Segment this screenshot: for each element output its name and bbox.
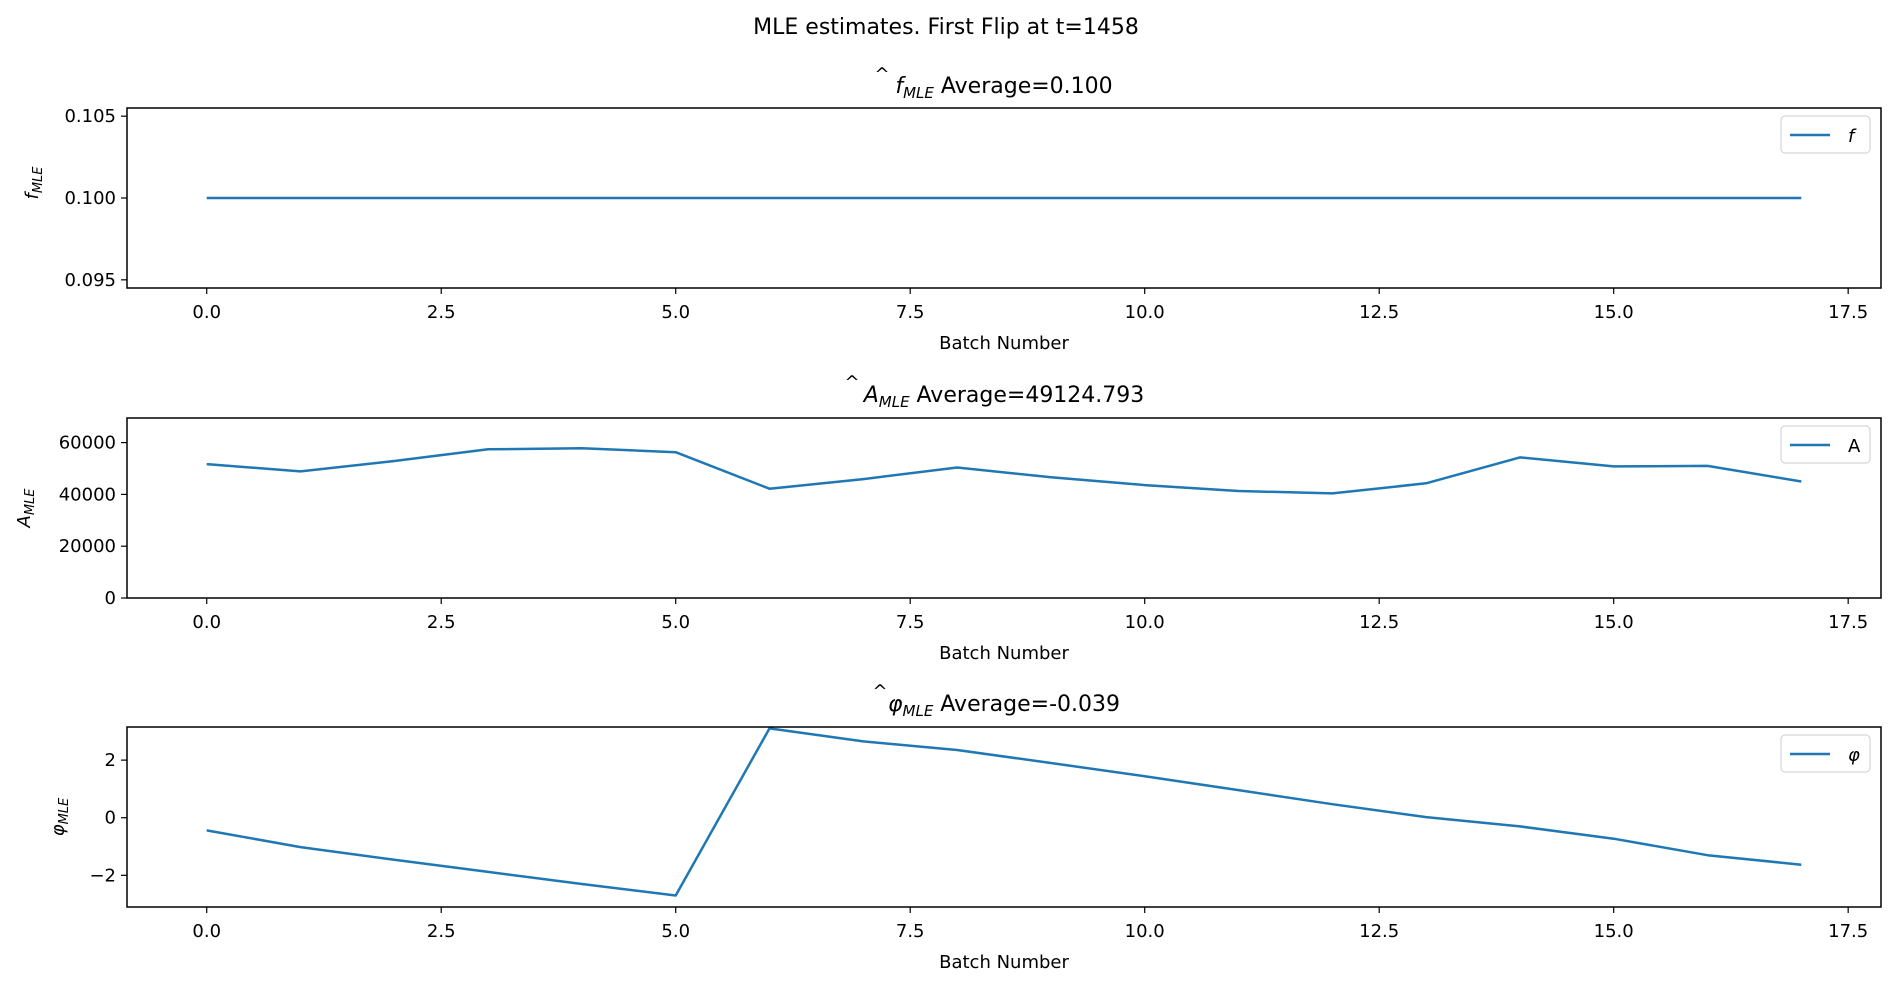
y-ticks: −2 0 2 xyxy=(89,750,127,886)
series-line xyxy=(206,727,1802,897)
x-tick-label: 15.0 xyxy=(1594,612,1634,633)
x-tick-label: 2.5 xyxy=(427,302,456,323)
series-polyline xyxy=(206,447,1802,495)
y-tick-label: 40000 xyxy=(59,484,116,505)
x-tick-label: 12.5 xyxy=(1359,921,1399,942)
y-tick-label: 2 xyxy=(105,750,116,771)
x-tick-label: 7.5 xyxy=(896,302,925,323)
title-hat-mark: ^ xyxy=(874,64,889,85)
x-tick-label: 15.0 xyxy=(1594,921,1634,942)
y-tick-label: 60000 xyxy=(59,433,116,454)
legend: f xyxy=(1780,115,1871,154)
x-ticks: 0.0 2.5 5.0 7.5 10.0 12.5 15.0 17.5 xyxy=(192,907,1868,942)
x-tick-label: 0.0 xyxy=(192,302,221,323)
figure-title: MLE estimates. First Flip at t=1458 xyxy=(753,15,1139,40)
legend-label: f xyxy=(1848,126,1857,147)
x-tick-label: 17.5 xyxy=(1828,612,1868,633)
x-tick-label: 5.0 xyxy=(661,302,690,323)
legend: A xyxy=(1780,425,1871,464)
y-ticks: 0 20000 40000 60000 xyxy=(59,433,127,609)
legend-label: A xyxy=(1848,436,1861,457)
y-axis-label: fMLE xyxy=(22,166,46,200)
axes-frame xyxy=(126,726,1882,908)
x-ticks: 0.0 2.5 5.0 7.5 10.0 12.5 15.0 17.5 xyxy=(192,598,1868,633)
y-tick-label: 20000 xyxy=(59,536,116,557)
x-axis-label: Batch Number xyxy=(939,643,1069,664)
x-tick-label: 0.0 xyxy=(192,612,221,633)
legend: φ xyxy=(1780,734,1871,773)
x-tick-label: 7.5 xyxy=(896,612,925,633)
series-line xyxy=(206,447,1802,495)
subplot-title: φMLE Average=-0.039 xyxy=(888,692,1120,720)
axes-frame xyxy=(126,417,1882,599)
x-tick-label: 12.5 xyxy=(1359,612,1399,633)
y-axis-label: AMLE xyxy=(14,488,38,529)
y-tick-label: 0 xyxy=(105,808,116,829)
legend-label: φ xyxy=(1848,745,1860,766)
x-tick-label: 10.0 xyxy=(1125,612,1165,633)
x-tick-label: 0.0 xyxy=(192,921,221,942)
y-axis-label: φMLE xyxy=(48,797,72,836)
x-tick-label: 2.5 xyxy=(427,921,456,942)
x-tick-label: 17.5 xyxy=(1828,921,1868,942)
subplot-phi: φMLE Average=-0.039 ^ φMLE −2 0 2 0.0 2.5 5.… xyxy=(48,681,1882,973)
x-tick-label: 5.0 xyxy=(661,612,690,633)
subplot-f: fMLE Average=0.100 ^ fMLE 0.095 0.100 0.10… xyxy=(22,64,1882,354)
series-polyline xyxy=(206,727,1802,897)
x-axis-label: Batch Number xyxy=(939,333,1069,354)
y-tick-label: 0 xyxy=(105,588,116,609)
x-tick-label: 5.0 xyxy=(661,921,690,942)
subplot-title: fMLE Average=0.100 xyxy=(895,74,1112,102)
x-axis-label: Batch Number xyxy=(939,952,1069,973)
svg-text:^: ^ xyxy=(844,372,859,393)
subplot-title: AMLE Average=49124.793 xyxy=(862,383,1145,411)
y-tick-label: 0.105 xyxy=(64,106,116,127)
svg-text:^: ^ xyxy=(874,64,889,85)
subplot-a: AMLE Average=49124.793 ^ AMLE 0 20000 4000… xyxy=(14,372,1882,664)
x-ticks: 0.0 2.5 5.0 7.5 10.0 12.5 15.0 17.5 xyxy=(192,288,1868,323)
x-tick-label: 7.5 xyxy=(896,921,925,942)
x-tick-label: 17.5 xyxy=(1828,302,1868,323)
x-tick-label: 2.5 xyxy=(427,612,456,633)
x-tick-label: 10.0 xyxy=(1125,921,1165,942)
y-tick-label: 0.100 xyxy=(64,188,116,209)
title-hat-mark: ^ xyxy=(872,681,887,702)
y-tick-label: 0.095 xyxy=(64,270,116,291)
x-tick-label: 15.0 xyxy=(1594,302,1634,323)
x-tick-label: 10.0 xyxy=(1125,302,1165,323)
title-hat-mark: ^ xyxy=(844,372,859,393)
axes-frame xyxy=(126,107,1882,289)
svg-text:^: ^ xyxy=(872,681,887,702)
y-ticks: 0.095 0.100 0.105 xyxy=(64,106,127,291)
x-tick-label: 12.5 xyxy=(1359,302,1399,323)
y-tick-label: −2 xyxy=(89,865,116,886)
